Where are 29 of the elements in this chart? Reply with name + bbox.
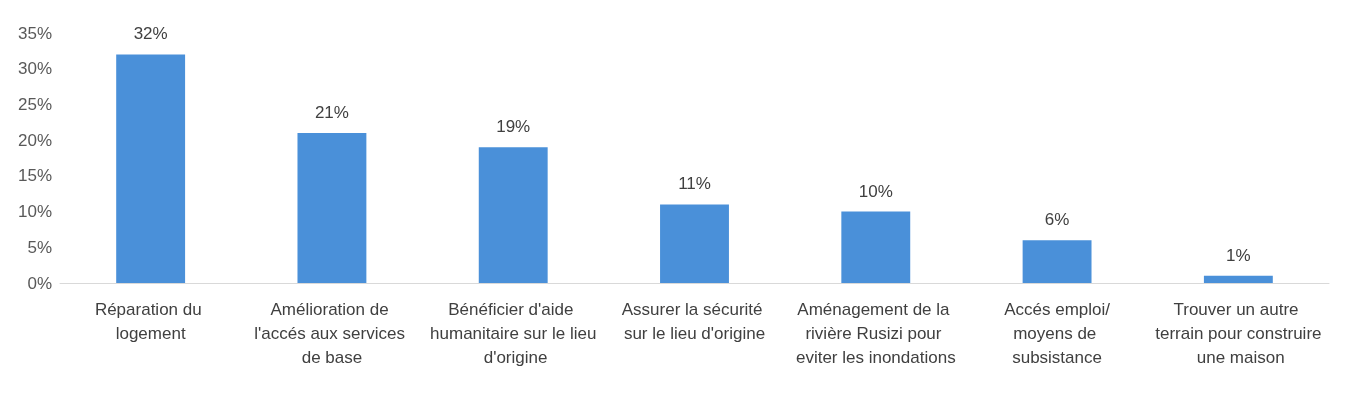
x-tick-label: Réparation du logement — [94, 299, 207, 343]
data-label: 19% — [496, 117, 531, 137]
x-tick-label: Trouver un autre terrain pour construire une maison — [1155, 299, 1322, 367]
y-tick-label: 5% — [27, 237, 52, 257]
y-tick-label: 35% — [17, 23, 52, 43]
bar — [1203, 275, 1273, 283]
x-tick-label: Accés emploi/moyens de subsistance — [1004, 299, 1111, 367]
data-label: 32% — [133, 24, 168, 44]
bar — [297, 133, 367, 283]
data-label: 10% — [858, 181, 893, 201]
data-label: 11% — [678, 174, 711, 194]
bar — [1022, 240, 1092, 283]
y-tick-label: 25% — [17, 94, 52, 114]
data-label: 6% — [1044, 210, 1070, 230]
y-tick-label: 20% — [17, 130, 52, 150]
bar — [116, 54, 186, 283]
y-tick-label: 15% — [17, 166, 52, 186]
y-tick-label: 30% — [17, 59, 52, 79]
x-tick-label: Aménagement de la rivière Rusizi pour eviter les inondations — [795, 299, 956, 367]
x-tick-label: Assurer la sécurité sur le lieu d'origine — [621, 299, 768, 343]
x-tick-label: Bénéficier d'aide humanitaire sur le lieu d'origine — [430, 299, 597, 367]
bar — [660, 204, 729, 283]
x-tick-label: Amélioration de l'accés aux services de base — [254, 299, 410, 367]
bar — [478, 147, 548, 283]
y-tick-label: 0% — [27, 273, 52, 293]
data-label: 1% — [1226, 245, 1251, 265]
y-tick-label: 10% — [17, 202, 52, 222]
data-label: 21% — [314, 103, 349, 122]
bar — [841, 211, 911, 283]
